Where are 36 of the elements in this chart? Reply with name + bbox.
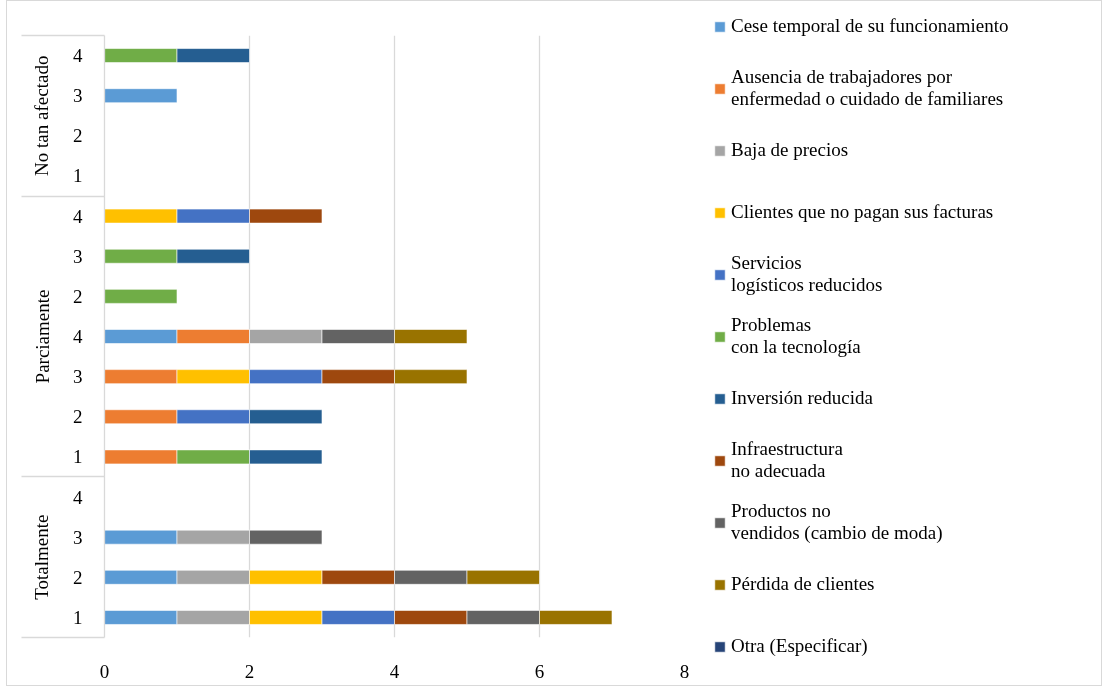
y-tick-label: 1 xyxy=(73,165,83,187)
y-tick-label: 3 xyxy=(73,85,83,107)
y-tick-label: 4 xyxy=(73,45,83,67)
y-tick-label: 3 xyxy=(73,366,83,388)
legend-label: Pérdida de clientes xyxy=(731,572,875,596)
y-tick-label: 4 xyxy=(73,486,83,508)
x-tick-label: 0 xyxy=(99,660,110,682)
y-tick-label: 1 xyxy=(73,446,83,468)
y-tick-label: 2 xyxy=(73,285,83,307)
y-tick-label: 3 xyxy=(73,526,83,548)
legend-label: Otra (Especificar) xyxy=(731,634,868,658)
x-tick-label: 4 xyxy=(389,660,400,682)
y-tick-label: 2 xyxy=(73,406,83,428)
text: Totalmente xyxy=(31,514,53,600)
y-tick-label: 3 xyxy=(73,245,83,267)
x-tick-label: 8 xyxy=(679,660,690,682)
x-tick-label: 2 xyxy=(244,660,255,682)
legend-label: Infraestructura no adecuada xyxy=(731,438,843,482)
legend-label: Problemas con la tecnología xyxy=(731,314,861,358)
y-tick-label: 2 xyxy=(73,125,83,147)
bar xyxy=(104,88,178,104)
x-tick-label: 6 xyxy=(534,660,545,682)
legend-label: Inversión reducida xyxy=(731,386,873,410)
y-tick-label: 1 xyxy=(73,606,83,628)
legend-label: Clientes que no pagan sus facturas xyxy=(731,200,994,224)
legend-label: Servicios logísticos reducidos xyxy=(731,252,883,296)
y-tick-label: 2 xyxy=(73,566,83,588)
text: Parciamente xyxy=(31,289,53,384)
legend-label: Cese temporal de su funcionamiento xyxy=(731,14,1009,38)
text: No tan afectado xyxy=(31,55,53,176)
legend-label: Baja de precios xyxy=(731,138,849,162)
legend-label: Ausencia de trabajadores por enfermedad o cuidado de familiares xyxy=(731,66,1004,110)
legend-label: Productos no vendidos (cambio de moda) xyxy=(731,500,943,544)
bar xyxy=(104,289,178,304)
y-tick-label: 4 xyxy=(73,205,83,227)
y-tick-label: 4 xyxy=(73,326,83,347)
